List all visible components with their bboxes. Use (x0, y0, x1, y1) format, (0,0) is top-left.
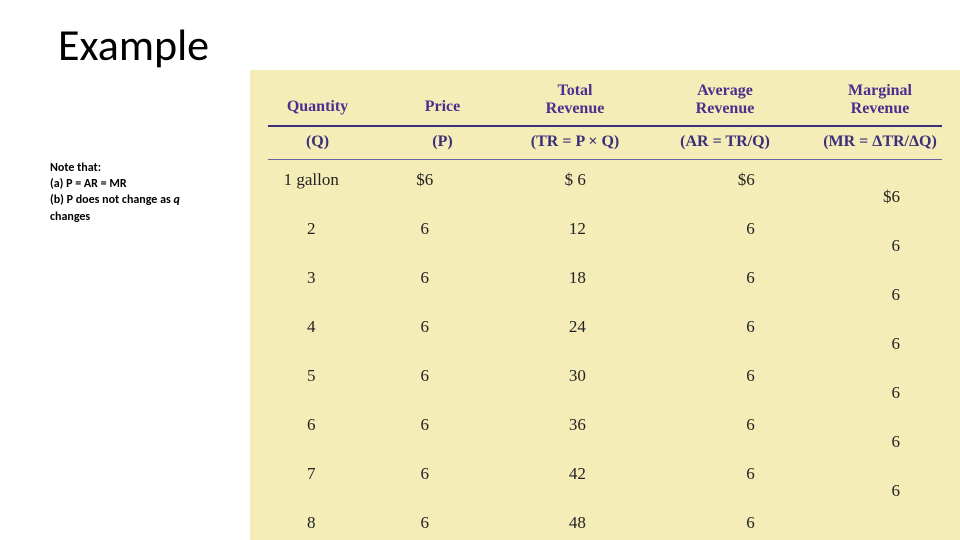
formula-mr: (MR = ΔTR/ΔQ) (800, 133, 960, 151)
cell-q: 3 (250, 268, 373, 288)
table-row: 1 gallon$6$ 6$6 (250, 164, 960, 196)
cell-p: 6 (373, 219, 477, 239)
hdr-avg-l2: Revenue (650, 100, 800, 118)
note-block: Note that: (a) P = AR = MR (b) P does no… (50, 160, 240, 225)
formula-p: (P) (385, 133, 500, 151)
table-row: 36186 (250, 262, 960, 294)
slide: Example Note that: (a) P = AR = MR (b) P… (0, 0, 960, 540)
mr-row: 6 (250, 441, 960, 458)
cell-tr: 18 (477, 268, 616, 288)
table-row: 26126 (250, 213, 960, 245)
cell-tr: 30 (477, 366, 616, 386)
formula-ar: (AR = TR/Q) (650, 133, 800, 151)
mr-row: 6 (250, 245, 960, 262)
hdr-total-l2: Revenue (500, 100, 650, 118)
revenue-table: Quantity Price Total Revenue Average Rev… (250, 70, 960, 540)
note-line-2: (a) P = AR = MR (50, 176, 240, 192)
cell-p: 6 (373, 415, 477, 435)
mr-row: 6 (250, 392, 960, 409)
formula-tr: (TR = P × Q) (500, 133, 650, 151)
cell-p: 6 (373, 268, 477, 288)
formula-q: (Q) (250, 133, 385, 151)
table-row: 76426 (250, 458, 960, 490)
cell-tr: 36 (477, 415, 616, 435)
note-line-4: changes (50, 209, 240, 225)
cell-tr: 24 (477, 317, 616, 337)
note-line-3: (b) P does not change as q (50, 192, 240, 208)
hdr-quantity: Quantity (250, 83, 385, 116)
cell-mr: 6 (892, 285, 901, 305)
cell-q: 4 (250, 317, 373, 337)
note-q-var: q (174, 193, 180, 207)
cell-ar: 6 (646, 317, 785, 337)
cell-ar: 6 (646, 415, 785, 435)
cell-mr: $6 (883, 187, 900, 207)
cell-q: 2 (250, 219, 373, 239)
cell-q: 5 (250, 366, 373, 386)
note-line-3a: (b) P does not change as (50, 193, 174, 207)
page-title: Example (58, 18, 209, 72)
mr-row: 6 (250, 294, 960, 311)
cell-tr: 48 (477, 513, 616, 533)
hdr-price: Price (385, 83, 500, 116)
table-row: 66366 (250, 409, 960, 441)
cell-p: 6 (373, 513, 477, 533)
cell-tr: $ 6 (477, 170, 616, 190)
cell-p: 6 (373, 464, 477, 484)
cell-ar: 6 (646, 219, 785, 239)
cell-p: 6 (373, 366, 477, 386)
table-row: 56306 (250, 360, 960, 392)
cell-ar: 6 (646, 464, 785, 484)
cell-ar: 6 (646, 268, 785, 288)
hdr-avg-revenue: Average Revenue (650, 82, 800, 117)
cell-mr: 6 (892, 236, 901, 256)
cell-ar: 6 (646, 366, 785, 386)
cell-tr: 42 (477, 464, 616, 484)
cell-q: 1 gallon (250, 170, 373, 190)
cell-q: 8 (250, 513, 373, 533)
hdr-marg-l2: Revenue (800, 100, 960, 118)
hdr-avg-l1: Average (650, 82, 800, 100)
cell-mr: 6 (892, 334, 901, 354)
note-line-1: Note that: (50, 160, 240, 176)
cell-p: 6 (373, 317, 477, 337)
table-body: 1 gallon$6$ 6$6$626126636186646246656306… (250, 164, 960, 539)
rule-top (268, 125, 942, 127)
mr-row: $6 (250, 196, 960, 213)
hdr-total-revenue: Total Revenue (500, 82, 650, 117)
rule-mid (268, 159, 942, 160)
mr-row: 6 (250, 490, 960, 507)
hdr-marg-revenue: Marginal Revenue (800, 82, 960, 117)
hdr-marg-l1: Marginal (800, 82, 960, 100)
cell-mr: 6 (892, 481, 901, 501)
header-row-1: Quantity Price Total Revenue Average Rev… (250, 82, 960, 117)
hdr-total-l1: Total (500, 82, 650, 100)
header-row-2: (Q) (P) (TR = P × Q) (AR = TR/Q) (MR = Δ… (250, 131, 960, 155)
cell-p: $6 (373, 170, 477, 190)
cell-ar: 6 (646, 513, 785, 533)
cell-ar: $6 (646, 170, 785, 190)
table-row: 86486 (250, 507, 960, 539)
cell-tr: 12 (477, 219, 616, 239)
cell-q: 7 (250, 464, 373, 484)
cell-mr: 6 (892, 432, 901, 452)
mr-row: 6 (250, 343, 960, 360)
cell-q: 6 (250, 415, 373, 435)
table-row: 46246 (250, 311, 960, 343)
cell-mr: 6 (892, 383, 901, 403)
